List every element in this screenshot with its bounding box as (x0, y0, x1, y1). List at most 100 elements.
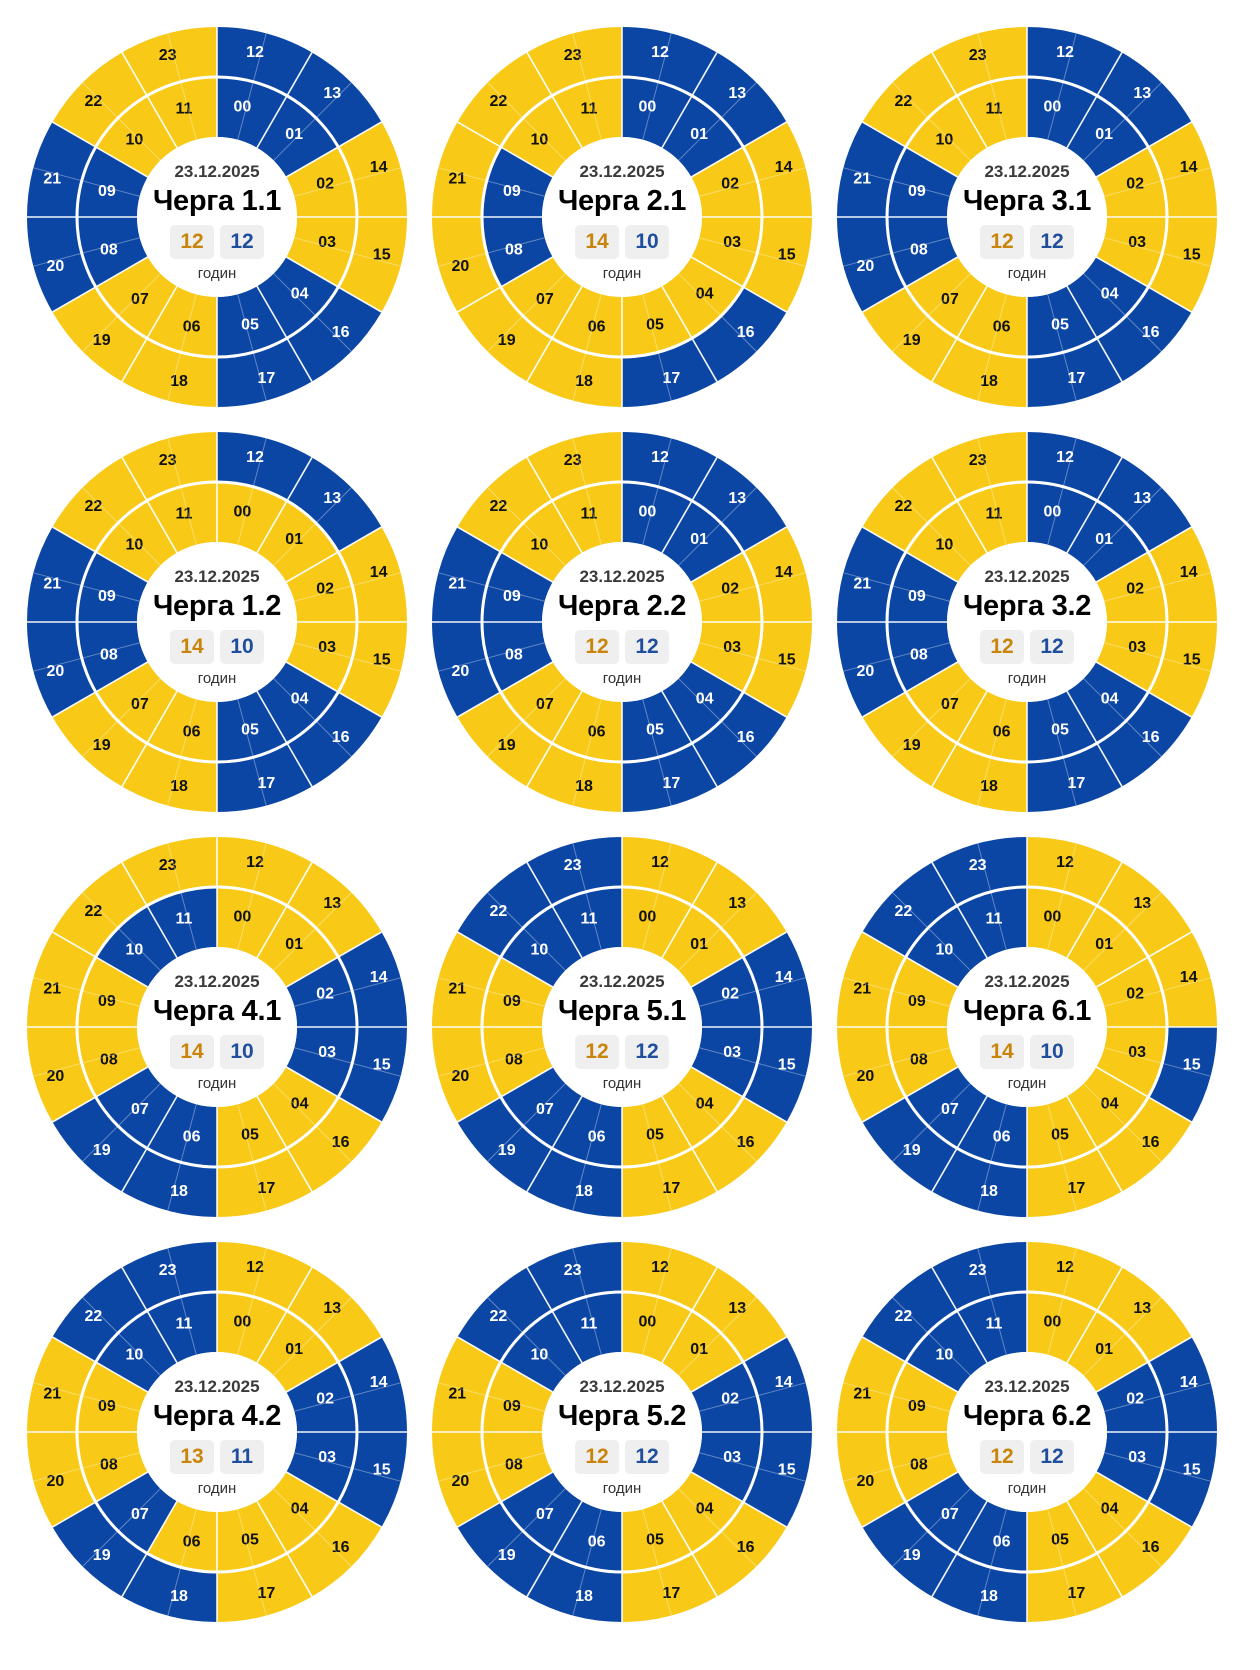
segment-divider (487, 273, 566, 352)
segment-divider (237, 1248, 267, 1355)
hour-segment-02 (691, 552, 762, 622)
hour-label: 12 (651, 854, 669, 871)
hour-label: 13 (1133, 1300, 1151, 1317)
hour-segment-00 (622, 482, 692, 553)
ring-separator (885, 75, 1169, 359)
hour-label: 02 (721, 581, 739, 598)
segment-divider (572, 699, 602, 806)
hours-unit: годин (1007, 1075, 1047, 1092)
hour-segment-05 (1027, 1501, 1097, 1572)
segment-divider (285, 931, 382, 988)
hour-label: 18 (170, 778, 188, 795)
hour-label: 04 (1101, 286, 1119, 303)
hour-label: 02 (1126, 176, 1144, 193)
segment-divider (121, 457, 178, 554)
segment-divider (843, 1382, 950, 1412)
segment-divider (931, 1267, 988, 1364)
hour-segment-02 (1096, 552, 1167, 622)
schedule-wheel: 00 01 02 03 04 05 06 07 08 09 10 11 12 13 14 15 16 17 18 19… (27, 837, 407, 1217)
segment-divider (892, 82, 971, 161)
hour-segment-11 (147, 1292, 217, 1363)
queue-title: Черга 6.1 (962, 995, 1092, 1027)
hours-unit: годин (602, 1075, 642, 1092)
hour-segment-09 (887, 957, 958, 1027)
hour-label: 21 (43, 576, 61, 593)
hour-segment-00 (217, 77, 287, 148)
segment-divider (438, 1382, 545, 1412)
hour-label: 03 (723, 639, 741, 656)
hours-unit: годин (197, 1075, 237, 1092)
hour-segment-09 (887, 1362, 958, 1432)
hours-summary: 12 12 (542, 1035, 702, 1069)
hour-segment-05 (1027, 286, 1097, 357)
hour-label: 17 (1068, 775, 1086, 792)
hour-label: 21 (853, 1386, 871, 1403)
hour-label: 08 (910, 1457, 928, 1474)
hour-label: 19 (903, 332, 921, 349)
segment-divider (892, 273, 971, 352)
segment-divider (237, 1509, 267, 1616)
segment-divider (457, 121, 554, 178)
hour-label: 14 (370, 969, 388, 986)
hour-segment-22 (457, 1267, 552, 1362)
segment-divider (121, 862, 178, 959)
segment-divider (572, 1104, 602, 1211)
hour-segment-03 (286, 1027, 357, 1097)
hour-segment-00 (1027, 482, 1097, 553)
hour-segment-04 (1067, 662, 1149, 744)
on-hours-count: 12 (170, 225, 214, 259)
segment-divider (121, 1267, 178, 1364)
hours-summary: 12 12 (137, 225, 297, 259)
ring-separator (75, 885, 359, 1169)
hour-label: 12 (1056, 854, 1074, 871)
hour-segment-02 (286, 552, 357, 622)
hour-segment-13 (692, 862, 787, 957)
hour-segment-11 (552, 1292, 622, 1363)
hour-label: 19 (498, 1547, 516, 1564)
segment-divider (526, 862, 583, 959)
hour-segment-13 (692, 457, 787, 552)
segment-divider (1095, 1471, 1192, 1528)
segment-divider (33, 1452, 140, 1482)
segment-divider (273, 678, 352, 757)
segment-divider (1095, 256, 1192, 313)
segment-divider (487, 1488, 566, 1567)
schedule-center: 23.12.2025 Черга 2.2 12 12 годин (542, 542, 702, 702)
segment-divider (862, 661, 959, 718)
hour-label: 12 (651, 1259, 669, 1276)
hour-segment-01 (662, 95, 744, 177)
hour-ring-chart: 00 01 02 03 04 05 06 07 08 09 10 11 12 13 14 15 16 17 18 19… (27, 1242, 407, 1622)
hour-segment-08 (77, 217, 148, 287)
segment-divider (487, 82, 566, 161)
hour-segment-13 (287, 52, 382, 148)
segment-divider (843, 1047, 950, 1077)
hour-label: 22 (895, 1308, 913, 1325)
segment-divider (642, 699, 672, 806)
segment-divider (121, 285, 178, 382)
hour-label: 10 (936, 131, 954, 148)
hour-label: 06 (183, 1129, 201, 1146)
hour-label: 11 (176, 910, 193, 927)
segment-divider (892, 892, 971, 971)
hour-segment-04 (257, 662, 339, 744)
hour-label: 22 (895, 498, 913, 515)
hour-label: 08 (100, 1052, 118, 1069)
segment-divider (1066, 457, 1123, 554)
hour-segment-11 (957, 887, 1027, 958)
hour-segment-04 (662, 1067, 744, 1149)
hour-label: 02 (316, 176, 334, 193)
hour-label: 20 (47, 1068, 65, 1085)
hour-label: 16 (737, 324, 755, 341)
segment-divider (572, 843, 602, 950)
segment-divider (678, 892, 757, 971)
hour-label: 17 (258, 775, 276, 792)
hour-segment-11 (552, 77, 622, 148)
segment-divider (285, 1066, 382, 1123)
hour-segment-04 (257, 1067, 339, 1149)
hour-label: 23 (564, 857, 582, 874)
hour-label: 00 (639, 908, 657, 925)
segment-divider (167, 1509, 197, 1616)
segment-divider (273, 1083, 352, 1162)
hour-label: 05 (646, 1532, 664, 1549)
